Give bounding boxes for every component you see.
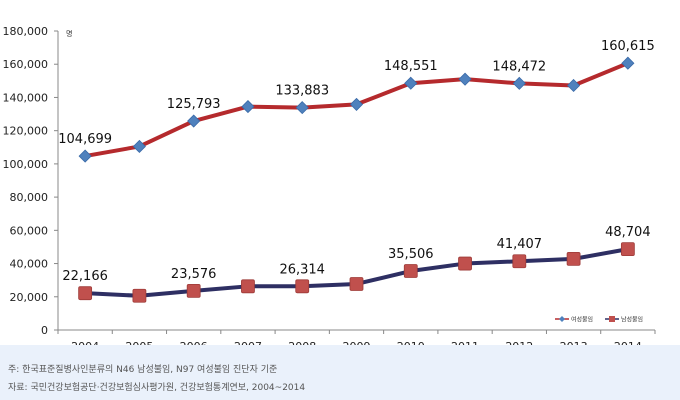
y-tick-label: 0 (41, 324, 48, 337)
legend-label: 여성불임 (571, 316, 593, 324)
data-point-marker (566, 252, 581, 266)
legend: 여성불임 남성불임 (555, 316, 643, 324)
x-tick-label: 2007 (234, 340, 262, 345)
x-tick-label: 2009 (343, 340, 371, 345)
data-point-marker (78, 149, 92, 163)
data-point-marker (349, 97, 364, 111)
data-point-marker (512, 76, 526, 90)
data-label: 148,551 (384, 59, 438, 74)
y-tick-label: 120,000 (3, 125, 49, 138)
data-point-marker (295, 101, 309, 115)
data-label: 22,166 (62, 269, 108, 284)
y-axis-unit: 명 (66, 29, 72, 38)
data-label: 148,472 (492, 59, 546, 74)
data-label: 160,615 (601, 39, 655, 54)
legend-label: 남성불임 (621, 316, 643, 324)
data-point-marker (132, 288, 147, 303)
x-tick-labels: 2004 2005 2006 2007 2008 2009 2010 2011 2012 2013… (71, 340, 642, 345)
data-label: 133,883 (275, 84, 329, 99)
y-tick-label: 40,000 (10, 258, 49, 271)
x-tick-label: 2006 (180, 340, 208, 345)
x-tick-label: 2012 (505, 340, 533, 345)
y-tick-label: 80,000 (10, 191, 49, 204)
data-point-marker (78, 286, 93, 301)
y-tick-label: 140,000 (3, 91, 49, 104)
y-tick-labels: 0 20,000 40,000 60,000 80,000 100,000 120,000 1… (3, 25, 73, 337)
series-markers (78, 56, 635, 303)
data-label: 26,314 (279, 262, 325, 277)
data-point-marker (132, 139, 146, 154)
data-point-marker (621, 56, 635, 70)
line-chart: 0 20,000 40,000 60,000 80,000 100,000 120,000 1… (3, 25, 656, 345)
data-label: 104,699 (58, 132, 112, 147)
data-point-marker (567, 78, 581, 93)
data-point-marker (295, 279, 310, 294)
axes (54, 30, 656, 334)
data-point-marker (404, 76, 418, 90)
legend-swatch-marker (559, 316, 565, 322)
data-point-marker (458, 256, 472, 271)
y-tick-label: 100,000 (3, 158, 49, 171)
y-tick-label: 60,000 (10, 224, 49, 237)
data-point-marker (458, 72, 472, 86)
x-tick-label: 2010 (397, 340, 425, 345)
x-tick-label: 2005 (125, 340, 153, 345)
data-label: 41,407 (497, 237, 543, 252)
y-tick-label: 20,000 (10, 291, 49, 304)
x-tick-label: 2004 (71, 340, 99, 345)
data-point-marker (620, 242, 635, 256)
footnote-criteria: 주: 한국표준질병사인분류의 N46 남성불임, N97 여성불임 진단자 기준 (8, 365, 278, 375)
footnote-source: 자료: 국민건강보험공단·건강보험심사평가원, 건강보험통계연보, 2004~2… (8, 383, 306, 393)
data-labels: 104,699 125,793 133,883 148,551 148,472 160,6… (58, 39, 654, 284)
y-tick-label: 180,000 (3, 25, 49, 38)
data-point-marker (241, 279, 255, 294)
data-label: 23,576 (171, 267, 217, 282)
data-point-marker (512, 254, 527, 269)
legend-swatch-marker (609, 316, 615, 322)
data-label: 125,793 (167, 97, 221, 112)
y-tick-label: 160,000 (3, 58, 49, 71)
data-point-marker (349, 277, 364, 291)
data-point-marker (241, 100, 255, 114)
data-point-marker (403, 264, 418, 278)
x-tick-label: 2014 (614, 340, 642, 345)
data-label: 48,704 (605, 225, 651, 240)
data-point-marker (186, 283, 201, 298)
data-point-marker (187, 114, 201, 128)
x-tick-label: 2013 (560, 340, 588, 345)
x-tick-label: 2008 (288, 340, 316, 345)
x-tick-label: 2011 (451, 340, 479, 345)
data-label: 35,506 (388, 247, 434, 262)
